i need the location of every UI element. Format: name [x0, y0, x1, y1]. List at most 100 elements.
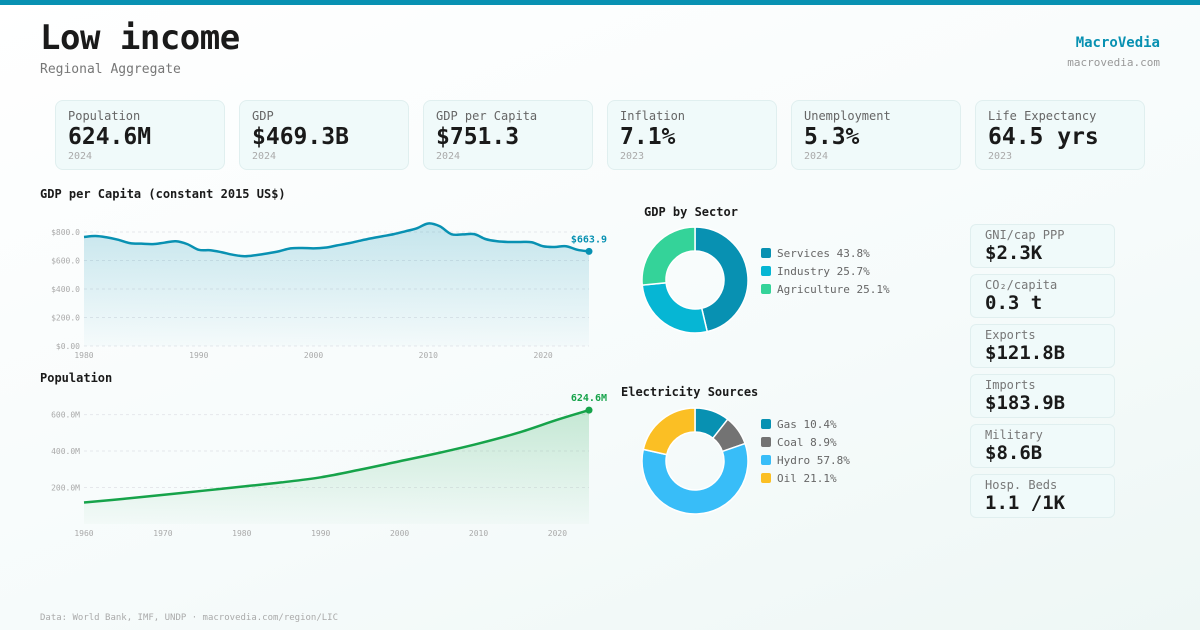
legend-label: Industry 25.7% — [777, 264, 870, 278]
side-value: 0.3 t — [985, 292, 1043, 314]
kpi-year: 2024 — [68, 151, 93, 162]
end-value-label: 624.6M — [571, 393, 607, 404]
side-label: CO₂/capita — [985, 278, 1058, 292]
legend-swatch — [761, 437, 771, 447]
y-tick-label: $600.0 — [51, 257, 80, 266]
x-tick-label: 2020 — [548, 529, 567, 538]
kpi-card-gdp: GDP $469.3B 2024 — [239, 100, 409, 170]
kpi-card-inflation: Inflation 7.1% 2023 — [607, 100, 777, 170]
side-label: GNI/cap PPP — [985, 228, 1065, 242]
x-tick-label: 2020 — [533, 351, 552, 360]
side-card-exports: Exports $121.8B — [970, 324, 1115, 368]
y-tick-label: $800.0 — [51, 228, 80, 237]
legend-label: Hydro 57.8% — [777, 453, 850, 467]
x-tick-label: 1990 — [189, 351, 208, 360]
kpi-year: 2023 — [988, 151, 1013, 162]
kpi-value: 64.5 yrs — [988, 124, 1099, 150]
slice-agriculture — [641, 226, 696, 286]
legend-label: Gas 10.4% — [777, 417, 837, 431]
side-value: $8.6B — [985, 442, 1043, 464]
y-tick-label: $200.0 — [51, 314, 80, 323]
population-chart: 200.0M 400.0M 600.0M 1960 1970 1980 1990 2000 20… — [51, 393, 607, 538]
electricity-legend: Gas 10.4% Coal 8.9% Hydro 57.8% Oil 21.1… — [761, 415, 850, 487]
series-line — [83, 222, 590, 258]
y-tick-label: 200.0M — [51, 484, 80, 493]
side-card-imports: Imports $183.9B — [970, 374, 1115, 418]
slice-services — [694, 226, 749, 333]
kpi-value: 624.6M — [68, 124, 152, 150]
brand-logo[interactable]: MacroVedia — [1075, 35, 1160, 51]
kpi-card-gdp-per-capita: GDP per Capita $751.3 2024 — [423, 100, 593, 170]
footer-source: Data: World Bank, IMF, UNDP · macrovedia… — [40, 613, 339, 623]
gdp-sector-legend: Services 43.8% Industry 25.7% Agricultur… — [761, 244, 890, 298]
population-chart-title: Population — [40, 371, 113, 385]
kpi-label: GDP — [252, 109, 274, 123]
legend-item-industry: Industry 25.7% — [761, 262, 890, 280]
slice-oil — [642, 407, 696, 456]
area-fill — [84, 223, 589, 346]
legend-item-services: Services 43.8% — [761, 244, 890, 262]
side-card-gni: GNI/cap PPP $2.3K — [970, 224, 1115, 268]
side-stats: GNI/cap PPP $2.3K CO₂/capita 0.3 t Expor… — [970, 224, 1115, 518]
legend-label: Oil 21.1% — [777, 471, 837, 485]
legend-item-agriculture: Agriculture 25.1% — [761, 280, 890, 298]
legend-item-oil: Oil 21.1% — [761, 469, 850, 487]
side-card-military: Military $8.6B — [970, 424, 1115, 468]
x-tick-label: 2000 — [390, 529, 409, 538]
brand-url[interactable]: macrovedia.com — [1067, 56, 1160, 69]
kpi-row: Population 624.6M 2024 GDP $469.3B 2024 … — [55, 100, 1145, 170]
electricity-chart-title: Electricity Sources — [621, 385, 759, 399]
x-tick-label: 2010 — [469, 529, 488, 538]
kpi-value: 5.3% — [804, 124, 860, 150]
gdp-sector-donut — [641, 226, 749, 334]
y-tick-label: 400.0M — [51, 447, 80, 456]
legend-swatch — [761, 266, 771, 276]
top-accent-bar — [0, 0, 1200, 5]
side-label: Hosp. Beds — [985, 478, 1058, 492]
electricity-donut — [641, 407, 749, 515]
x-tick-label: 1980 — [232, 529, 251, 538]
kpi-label: Population — [68, 109, 141, 123]
legend-label: Agriculture 25.1% — [777, 282, 890, 296]
end-point — [585, 247, 593, 255]
side-label: Exports — [985, 328, 1036, 342]
legend-item-hydro: Hydro 57.8% — [761, 451, 850, 469]
side-value: $2.3K — [985, 242, 1043, 264]
page-subtitle: Regional Aggregate — [40, 62, 181, 77]
side-label: Imports — [985, 378, 1036, 392]
x-tick-label: 1960 — [74, 529, 93, 538]
legend-label: Coal 8.9% — [777, 435, 837, 449]
x-tick-label: 1970 — [153, 529, 172, 538]
kpi-year: 2024 — [252, 151, 277, 162]
side-label: Military — [985, 428, 1043, 442]
side-value: $183.9B — [985, 392, 1066, 414]
end-value-label: $663.9 — [571, 234, 607, 245]
side-card-hospital-beds: Hosp. Beds 1.1 /1K — [970, 474, 1115, 518]
legend-swatch — [761, 455, 771, 465]
end-point — [585, 406, 593, 414]
legend-swatch — [761, 473, 771, 483]
kpi-label: Inflation — [620, 109, 686, 123]
kpi-value: $751.3 — [436, 124, 520, 150]
gdp-per-capita-chart: $0.00 $200.0 $400.0 $600.0 $800.0 1980 1990 200… — [51, 222, 607, 360]
x-tick-label: 2010 — [419, 351, 438, 360]
side-value: $121.8B — [985, 342, 1066, 364]
legend-swatch — [761, 284, 771, 294]
kpi-label: Unemployment — [804, 109, 891, 123]
y-tick-label: 600.0M — [51, 411, 80, 420]
kpi-label: Life Expectancy — [988, 109, 1097, 123]
legend-swatch — [761, 419, 771, 429]
kpi-year: 2024 — [804, 151, 829, 162]
legend-item-coal: Coal 8.9% — [761, 433, 850, 451]
kpi-year: 2024 — [436, 151, 461, 162]
y-tick-label: $400.0 — [51, 285, 80, 294]
legend-swatch — [761, 248, 771, 258]
side-card-co2: CO₂/capita 0.3 t — [970, 274, 1115, 318]
kpi-card-unemployment: Unemployment 5.3% 2024 — [791, 100, 961, 170]
slice-industry — [641, 281, 709, 334]
x-tick-label: 1980 — [74, 351, 93, 360]
gdp-sector-chart-title: GDP by Sector — [644, 205, 738, 219]
kpi-label: GDP per Capita — [436, 109, 538, 123]
area-fill — [84, 410, 589, 524]
